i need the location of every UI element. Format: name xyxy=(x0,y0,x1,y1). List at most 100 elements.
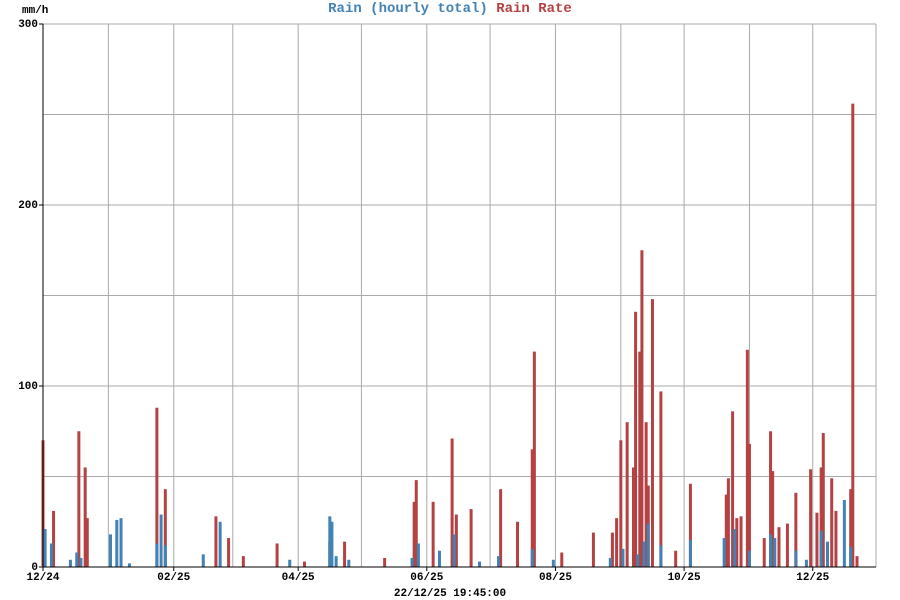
bar xyxy=(469,509,473,567)
x-tick-label: 08/25 xyxy=(539,572,572,584)
bar xyxy=(640,250,644,567)
bar xyxy=(625,422,629,567)
bar xyxy=(452,534,456,567)
bar xyxy=(530,449,534,567)
bar xyxy=(819,467,823,567)
legend-entry: Rain (hourly total) xyxy=(328,1,488,17)
chart-title: Rain (hourly total) Rain Rate xyxy=(328,1,572,17)
bar xyxy=(674,550,678,567)
bar xyxy=(330,521,334,567)
bar xyxy=(631,467,635,567)
bar xyxy=(85,518,89,567)
bar xyxy=(115,519,119,567)
bar xyxy=(551,559,555,567)
bar xyxy=(52,510,56,567)
bar xyxy=(83,467,87,567)
bar xyxy=(638,351,642,567)
bar xyxy=(77,431,81,567)
bar xyxy=(659,545,663,567)
bar xyxy=(591,532,595,567)
bar xyxy=(615,518,619,567)
x-tick-label: 02/25 xyxy=(157,572,190,584)
bar xyxy=(762,538,766,567)
bar xyxy=(410,557,414,567)
bar xyxy=(851,103,855,567)
bar xyxy=(769,431,773,567)
bar xyxy=(731,411,735,567)
bar xyxy=(241,556,245,567)
bar xyxy=(644,422,648,567)
bar xyxy=(163,545,167,567)
bar xyxy=(650,299,654,567)
bar xyxy=(747,550,751,567)
bar xyxy=(383,557,387,567)
bar xyxy=(747,443,751,567)
bar xyxy=(804,559,808,567)
bar xyxy=(530,548,534,567)
bar xyxy=(794,550,798,567)
legend-entry: Rain Rate xyxy=(496,1,572,17)
bar xyxy=(334,556,338,567)
bar xyxy=(431,501,435,567)
bar xyxy=(497,556,501,567)
bar xyxy=(560,552,564,567)
x-caption: 22/12/25 19:45:00 xyxy=(394,588,506,600)
bar xyxy=(769,534,773,567)
bar xyxy=(75,552,79,567)
bar xyxy=(275,543,279,567)
bar xyxy=(155,407,159,567)
bar xyxy=(688,539,692,567)
x-tick-label: 04/25 xyxy=(282,572,315,584)
bar xyxy=(646,523,650,567)
bar xyxy=(79,557,83,567)
bar xyxy=(739,516,743,567)
bar xyxy=(610,532,614,567)
bar xyxy=(819,530,823,567)
bar xyxy=(163,489,167,567)
bar xyxy=(343,541,347,567)
bar xyxy=(608,557,612,567)
bar xyxy=(745,349,749,567)
bar xyxy=(636,554,640,567)
bar xyxy=(68,559,72,567)
bar xyxy=(642,541,646,567)
bar xyxy=(688,483,692,567)
bar xyxy=(722,538,726,567)
bar xyxy=(227,538,231,567)
x-tick-label: 12/25 xyxy=(796,572,829,584)
bar xyxy=(201,554,205,567)
bar xyxy=(815,512,819,567)
bar xyxy=(834,510,838,567)
bar xyxy=(619,440,623,567)
bar xyxy=(809,469,813,567)
bar xyxy=(499,489,503,567)
bar xyxy=(119,518,123,567)
bar xyxy=(634,311,638,567)
bar xyxy=(288,559,292,567)
bar xyxy=(726,478,730,567)
y-unit-label: mm/h xyxy=(22,5,48,17)
bar xyxy=(214,516,218,567)
bar xyxy=(49,543,53,567)
bar xyxy=(127,563,131,567)
bar xyxy=(733,528,737,567)
bar xyxy=(108,534,112,567)
bar xyxy=(724,494,728,567)
y-tick-label: 100 xyxy=(18,381,38,393)
bar xyxy=(437,550,441,567)
bar xyxy=(414,480,418,567)
bar xyxy=(450,438,454,567)
bar xyxy=(532,351,536,567)
x-tick-label: 06/25 xyxy=(410,572,443,584)
bar xyxy=(621,548,625,567)
y-tick-label: 200 xyxy=(18,200,38,212)
bar xyxy=(515,521,519,567)
bar xyxy=(785,523,789,567)
bar xyxy=(328,516,332,567)
bar xyxy=(777,527,781,567)
bar xyxy=(855,556,859,567)
bar xyxy=(771,471,775,567)
bar xyxy=(849,547,853,567)
